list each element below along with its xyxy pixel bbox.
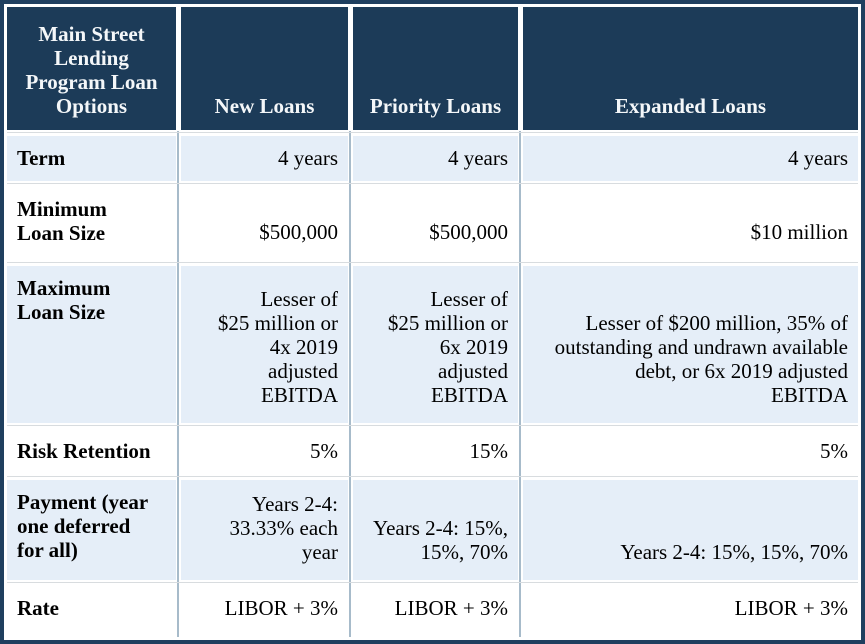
header-cell-priority-loans: Priority Loans: [353, 7, 518, 130]
cell-term-new-loans: 4 years: [181, 136, 348, 181]
cell-risk-retention-new-loans: 5%: [181, 429, 348, 474]
row-label-payment: Payment (year one deferred for all): [7, 480, 176, 580]
cell-term-priority-loans: 4 years: [353, 136, 518, 181]
row-divider-5: [7, 476, 858, 477]
cell-minimum-expanded-loans: $10 million: [523, 187, 858, 260]
column-divider-2: [349, 131, 351, 637]
cell-payment-priority-loans: Years 2-4: 15%, 15%, 70%: [353, 480, 518, 580]
cell-maximum-priority-loans: Lesser of $25 million or 6x 2019 adjuste…: [353, 266, 518, 423]
row-label-risk-retention: Risk Retention: [7, 429, 176, 474]
cell-payment-new-loans: Years 2-4: 33.33% each year: [181, 480, 348, 580]
header-cell-program-title: Main Street Lending Program Loan Options: [7, 7, 176, 130]
cell-rate-expanded-loans: LIBOR + 3%: [523, 586, 858, 637]
cell-minimum-new-loans: $500,000: [181, 187, 348, 260]
row-divider-6: [7, 582, 858, 583]
row-label-rate: Rate: [7, 586, 176, 637]
cell-term-expanded-loans: 4 years: [523, 136, 858, 181]
cell-rate-new-loans: LIBOR + 3%: [181, 586, 348, 637]
row-divider-4: [7, 425, 858, 426]
cell-minimum-priority-loans: $500,000: [353, 187, 518, 260]
cell-rate-priority-loans: LIBOR + 3%: [353, 586, 518, 637]
cell-risk-retention-expanded-loans: 5%: [523, 429, 858, 474]
row-divider-2: [7, 183, 858, 184]
row-divider-3: [7, 262, 858, 263]
cell-maximum-expanded-loans: Lesser of $200 million, 35% of outstandi…: [523, 266, 858, 423]
header-cell-expanded-loans: Expanded Loans: [523, 7, 858, 130]
column-divider-3: [519, 131, 521, 637]
cell-maximum-new-loans: Lesser of $25 million or 4x 2019 adjuste…: [181, 266, 348, 423]
loan-options-grid: Main Street Lending Program Loan Options…: [7, 7, 858, 637]
row-label-minimum-loan-size: Minimum Loan Size: [7, 187, 176, 260]
row-label-maximum-loan-size: Maximum Loan Size: [7, 266, 176, 423]
row-divider-1: [7, 132, 858, 133]
cell-risk-retention-priority-loans: 15%: [353, 429, 518, 474]
column-divider-1: [177, 131, 179, 637]
row-label-term: Term: [7, 136, 176, 181]
header-cell-new-loans: New Loans: [181, 7, 348, 130]
cell-payment-expanded-loans: Years 2-4: 15%, 15%, 70%: [523, 480, 858, 580]
